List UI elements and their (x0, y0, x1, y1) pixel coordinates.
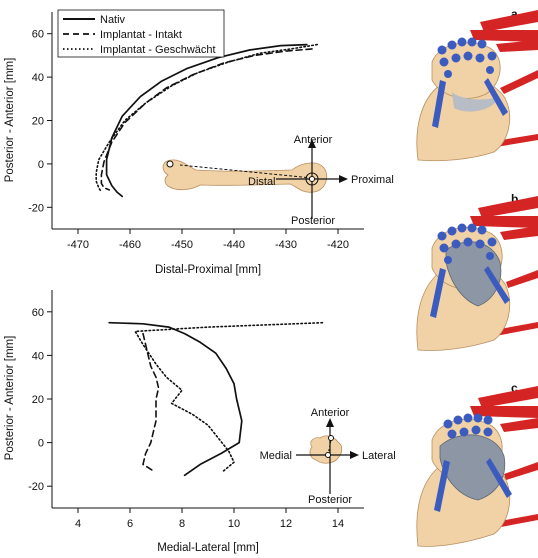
label-proximal: Proximal (351, 174, 394, 186)
label-distal: Distal (248, 176, 276, 188)
series-line-dashed (142, 332, 160, 472)
x-tick-label: -420 (327, 239, 349, 251)
panel-letter-b: b (511, 192, 518, 206)
patella-origin-marker (325, 452, 331, 458)
series-lines (108, 321, 324, 477)
patella-inset: Anterior Posterior Medial Lateral (260, 407, 396, 506)
x-tick-label: 10 (228, 518, 240, 530)
y-tick-label: 60 (32, 307, 44, 319)
series-line-dotted (134, 321, 324, 472)
muscle-band (480, 10, 538, 32)
legend-item-geschwaecht: Implantat - Geschwächt (100, 44, 216, 56)
muscle-band (470, 30, 538, 42)
femur-distal-marker (166, 160, 174, 168)
ligament-strand (430, 268, 446, 318)
muscle-band (500, 226, 538, 240)
muscle-band (500, 418, 538, 432)
series-lines (95, 43, 319, 198)
arrowhead-lateral (350, 451, 359, 459)
joint-gap (452, 92, 500, 112)
arrowhead-anterior (326, 418, 334, 427)
muscle-band (506, 270, 538, 288)
series-line-solid (108, 321, 243, 477)
y-axis-label: Posterior - Anterior [mm] (4, 58, 16, 183)
x-tick-label: 12 (280, 518, 292, 530)
x-axis-label: Medial-Lateral [mm] (157, 542, 259, 554)
y-tick-label: -20 (28, 481, 44, 493)
ligament-cluster (437, 223, 497, 264)
ligament-cluster (437, 37, 497, 78)
y-tick-label: 0 (38, 159, 44, 171)
label-anterior-top: Anterior (294, 134, 333, 146)
legend-item-nativ: Nativ (100, 14, 126, 26)
ligament-strand (486, 458, 512, 498)
femur-bone (162, 159, 328, 193)
y-tick-label: 0 (38, 438, 44, 450)
y-axis-label: Posterior - Anterior [mm] (4, 336, 16, 461)
muscle-band (470, 216, 538, 228)
chart-top: -470 -460 -450 -440 -430 -420 -20 0 20 40 60 Dist… (4, 9, 394, 276)
femur-origin-ring (305, 172, 319, 186)
y-tick-label: 20 (32, 116, 44, 128)
patella-axis-line (327, 439, 332, 456)
x-tick-label: -470 (67, 239, 89, 251)
y-tick-label: 40 (32, 350, 44, 362)
x-tick-label: 14 (332, 518, 344, 530)
muscle-band (504, 462, 538, 480)
chart-bottom: 4 6 8 10 12 14 -20 0 20 40 60 Medial-Lateral [mm]… (4, 290, 396, 554)
y-ticks: -20 0 20 40 60 (28, 29, 52, 214)
panel-letter-a: a (511, 7, 518, 21)
femur-origin-marker (309, 176, 315, 182)
x-tick-label: -450 (171, 239, 193, 251)
ligament-cluster (443, 413, 493, 439)
x-tick-label: -440 (223, 239, 245, 251)
ligament-strand (432, 80, 446, 128)
y-ticks: -20 0 20 40 60 (28, 307, 52, 493)
femur-axis-line (179, 164, 313, 179)
y-tick-label: 40 (32, 72, 44, 84)
muscle-band (470, 406, 538, 418)
arrowhead-anterior (308, 139, 316, 148)
patella-bone (309, 435, 343, 464)
label-lateral: Lateral (362, 450, 396, 462)
x-tick-label: 4 (75, 518, 81, 530)
legend-item-intakt: Implantat - Intakt (100, 29, 182, 41)
ligament-strand (484, 266, 510, 304)
x-tick-label: -430 (275, 239, 297, 251)
y-tick-label: 60 (32, 29, 44, 41)
label-posterior-bottom: Posterior (308, 494, 352, 506)
x-ticks: -470 -460 -450 -440 -430 -420 (67, 229, 349, 251)
muscle-band (478, 386, 538, 408)
ligament-strand (434, 460, 450, 512)
label-anterior-bottom: Anterior (311, 407, 350, 419)
knee-render-c: c (416, 381, 538, 547)
muscle-band (496, 40, 538, 52)
y-tick-label: 20 (32, 394, 44, 406)
muscle-band (478, 196, 538, 218)
ligament-strand (484, 78, 508, 116)
muscle-band (500, 70, 538, 94)
femur-inset: Anterior Posterior Distal Proximal (162, 134, 394, 227)
y-tick-label: -20 (28, 202, 44, 214)
arrowhead-proximal (339, 175, 348, 183)
label-posterior-top: Posterior (291, 215, 335, 227)
legend: Nativ Implantat - Intakt Implantat - Ges… (57, 9, 225, 58)
x-axis-label: Distal-Proximal [mm] (155, 264, 261, 276)
x-tick-label: 6 (127, 518, 133, 530)
x-tick-label: -460 (119, 239, 141, 251)
patella-top-marker (328, 435, 334, 441)
series-line-dotted (95, 43, 319, 193)
panel-letter-c: c (511, 381, 518, 395)
x-ticks: 4 6 8 10 12 14 (75, 508, 344, 530)
knee-render-b: b (416, 192, 538, 351)
series-line-solid (105, 43, 308, 198)
knee-render-a: a (416, 7, 538, 162)
x-tick-label: 8 (179, 518, 185, 530)
label-medial: Medial (260, 450, 292, 462)
